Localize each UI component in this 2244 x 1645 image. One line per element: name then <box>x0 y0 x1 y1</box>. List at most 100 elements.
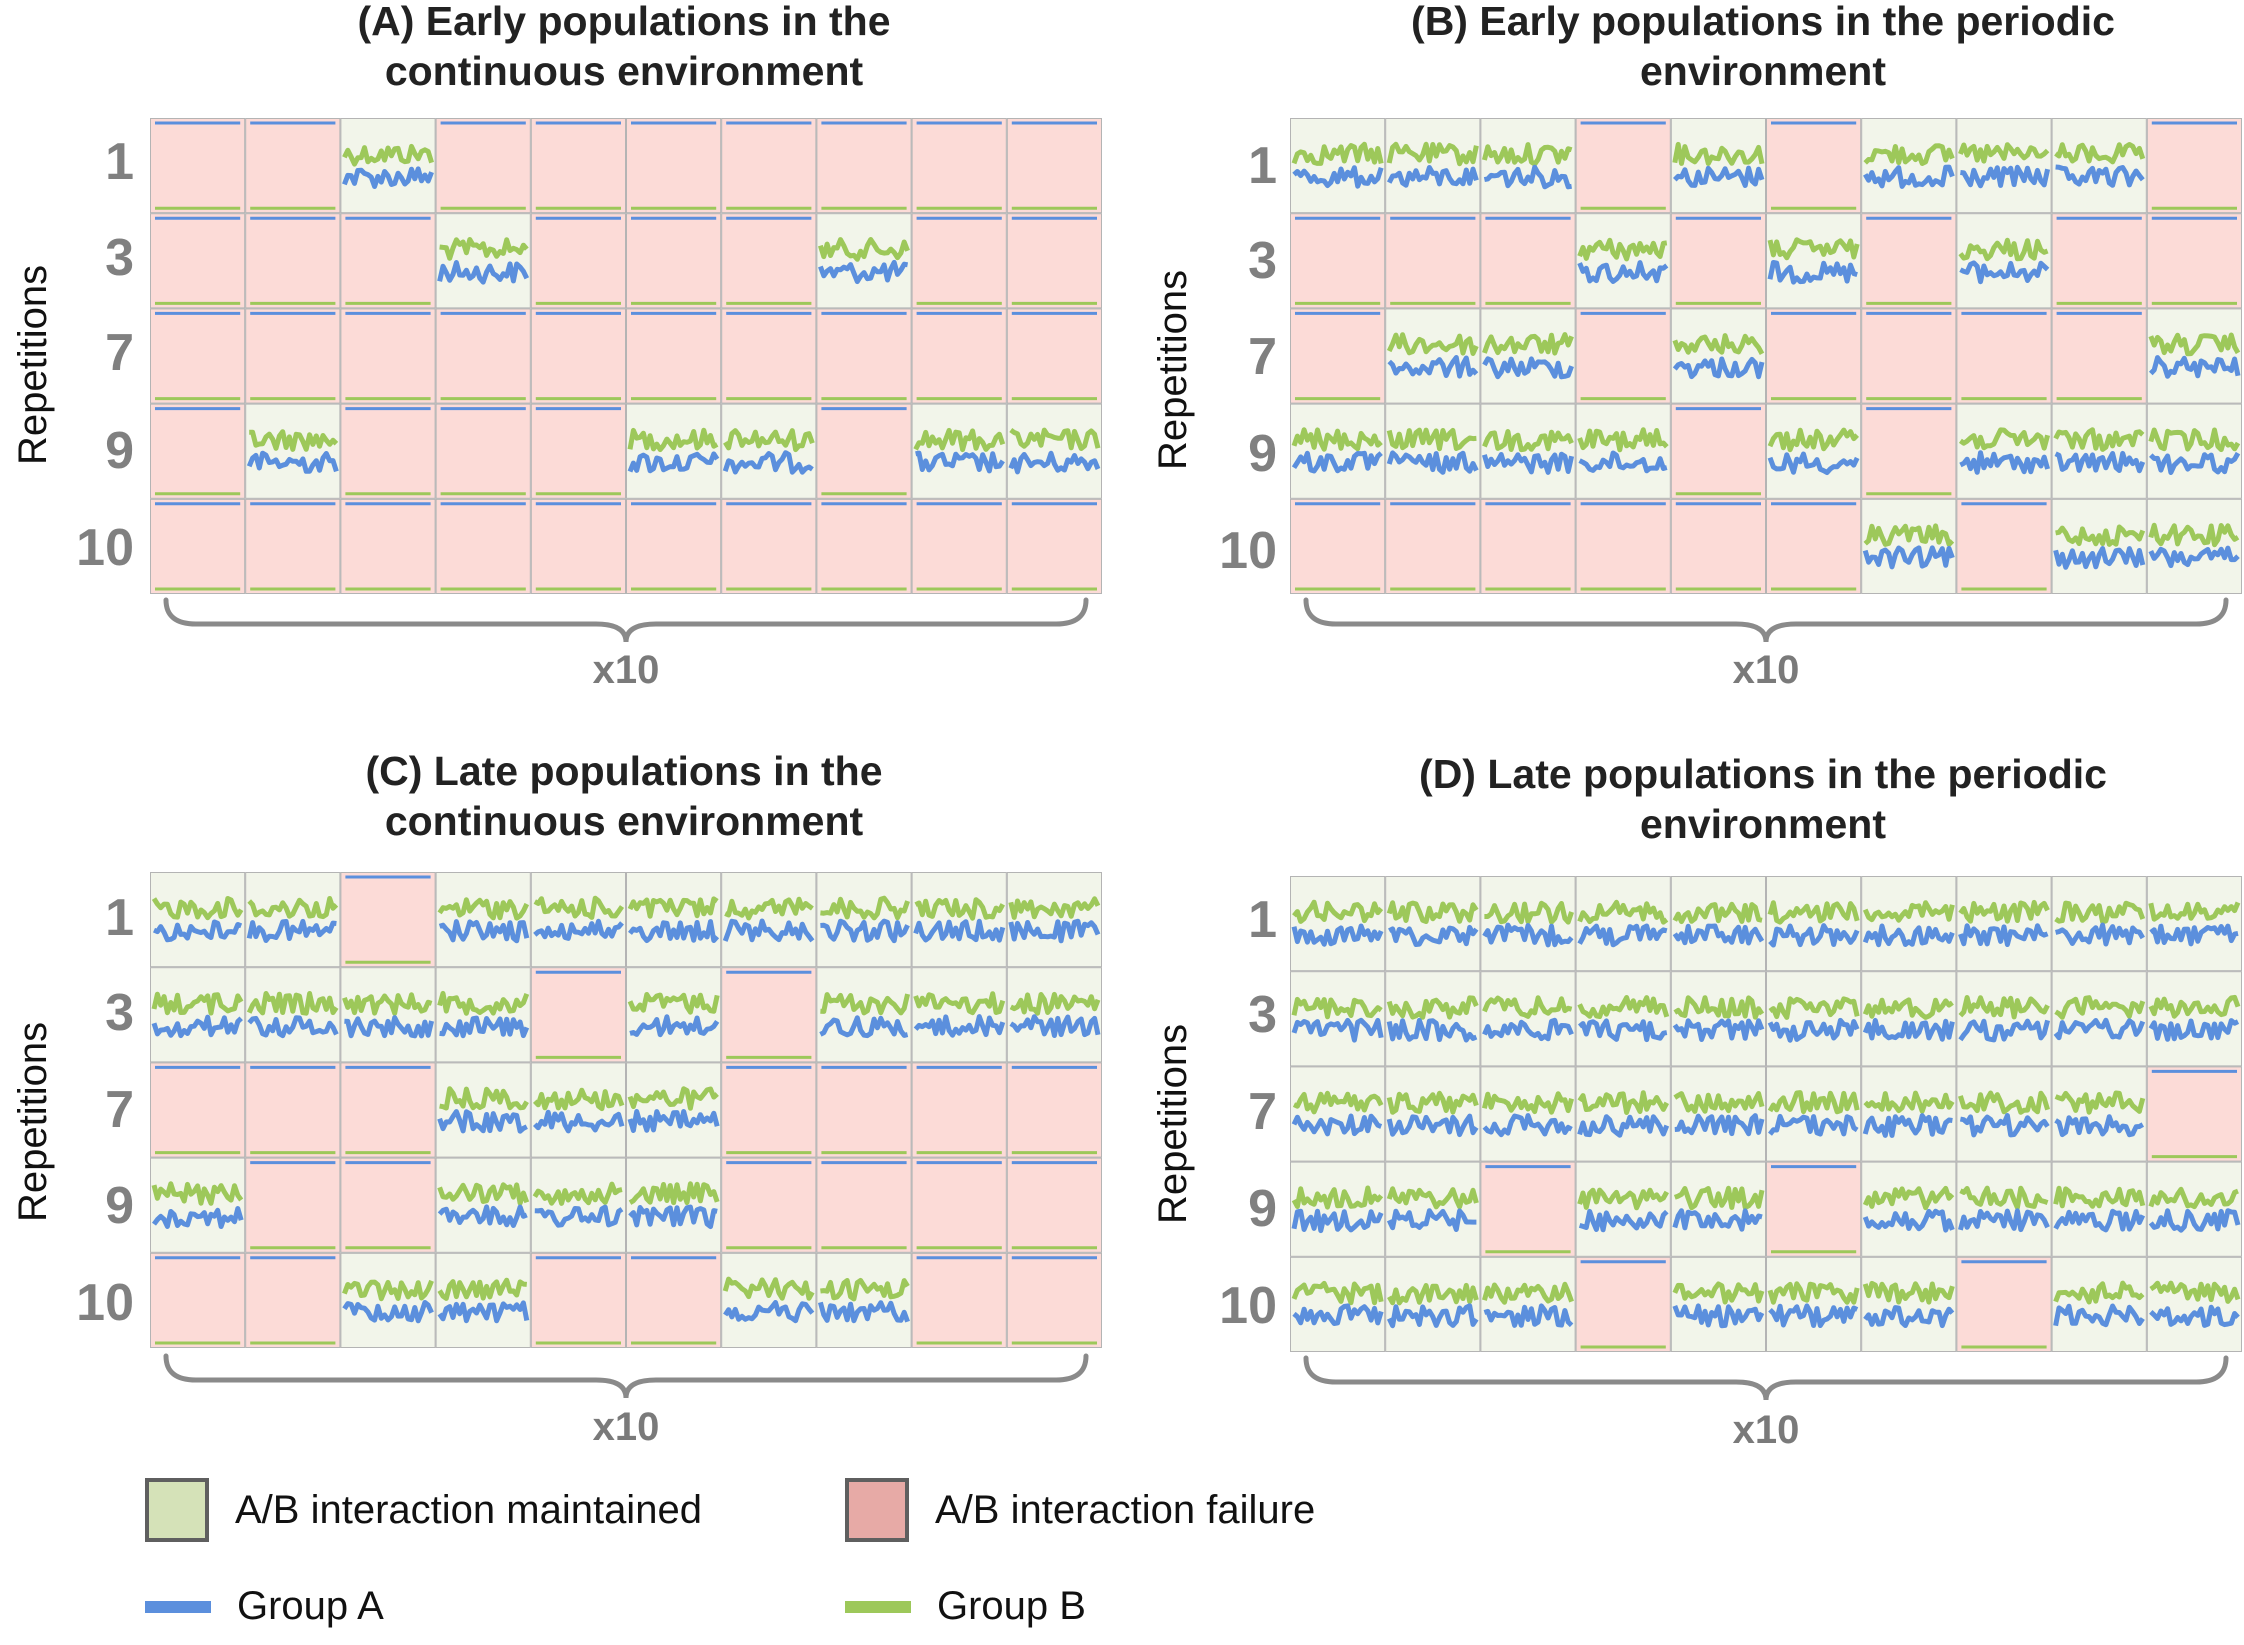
panel-d-brace <box>1303 1355 2229 1401</box>
legend-failure: A/B interaction failure <box>845 1478 1315 1542</box>
group-b-series <box>1577 899 1669 925</box>
cell-background <box>816 213 912 309</box>
cell-background <box>1575 876 1671 972</box>
group-b-series <box>627 896 719 919</box>
group-b-series <box>2054 900 2146 925</box>
cell-background <box>2146 1256 2242 1352</box>
cell-background <box>435 1157 531 1253</box>
cell-m-0-7 <box>816 872 912 968</box>
cell-m-4-5 <box>1766 1256 1862 1352</box>
cell-f-3-4 <box>530 403 626 499</box>
cell-f-0-7 <box>816 118 912 214</box>
group-a-series <box>1863 164 1955 189</box>
cell-background <box>1575 1256 1671 1352</box>
cell-m-4-4 <box>1670 1256 1766 1352</box>
cell-m-3-0 <box>1290 1161 1386 1257</box>
cell-background <box>1006 308 1102 404</box>
cell-m-2-0 <box>1290 1066 1386 1162</box>
cell-m-0-1 <box>1385 876 1481 972</box>
group-a-series <box>1673 165 1765 188</box>
cell-background <box>1290 308 1386 404</box>
legend-group-a-swatch <box>145 1600 211 1613</box>
cell-m-2-9 <box>2146 308 2242 404</box>
group-b-series <box>2053 1185 2146 1209</box>
cell-background <box>2051 498 2147 594</box>
cell-m-4-6 <box>721 1252 817 1348</box>
panel-d-row-label: 1 <box>1248 891 1277 949</box>
cell-f-4-8 <box>911 498 1007 594</box>
group-b-series <box>1386 900 1479 924</box>
cell-f-3-5 <box>1766 1161 1862 1257</box>
cell-background <box>340 118 436 214</box>
cell-f-4-1 <box>245 1252 341 1348</box>
panel-d-row-label: 7 <box>1248 1083 1277 1141</box>
group-b-series <box>2148 332 2241 357</box>
cell-background <box>816 308 912 404</box>
cell-background <box>2146 876 2242 972</box>
cell-background <box>1575 1161 1671 1257</box>
group-a-series <box>2053 1017 2146 1041</box>
cell-m-1-0 <box>1290 971 1386 1067</box>
group-b-series <box>1862 997 1954 1020</box>
group-a-series <box>2148 1208 2241 1233</box>
group-a-series <box>1578 1208 1669 1233</box>
cell-f-4-4 <box>530 1252 626 1348</box>
cell-background <box>1385 1161 1481 1257</box>
cell-f-4-1 <box>1385 498 1481 594</box>
group-b-series <box>1863 143 1955 166</box>
cell-background <box>435 213 531 309</box>
panel-b-row-label: 1 <box>1248 137 1277 195</box>
cell-f-3-2 <box>340 1157 436 1253</box>
cell-f-4-3 <box>1575 1256 1671 1352</box>
cell-f-0-9 <box>2146 118 2242 214</box>
group-a-series <box>628 919 720 944</box>
cell-m-0-7 <box>1956 118 2052 214</box>
cell-background <box>2146 213 2242 309</box>
cell-m-2-8 <box>2051 1066 2147 1162</box>
cell-background <box>911 213 1007 309</box>
cell-background <box>911 308 1007 404</box>
cell-background <box>150 308 246 404</box>
group-b-series <box>820 895 910 921</box>
group-a-series <box>1959 260 2050 285</box>
group-b-series <box>1387 1282 1479 1306</box>
legend-group-b: Group B <box>845 1584 1086 1629</box>
panel-a-row-label: 3 <box>105 229 134 287</box>
cell-background <box>1956 308 2052 404</box>
panel-b-row-label: 9 <box>1248 425 1277 483</box>
panel-c-grid <box>150 872 1102 1348</box>
cell-background <box>1766 1256 1862 1352</box>
cell-background <box>626 1252 722 1348</box>
cell-background <box>911 403 1007 499</box>
group-b-series <box>532 1181 623 1206</box>
cell-f-4-1 <box>245 498 341 594</box>
cell-m-1-2 <box>1480 971 1576 1067</box>
cell-m-3-3 <box>435 1157 531 1253</box>
group-a-series <box>1386 165 1479 188</box>
cell-background <box>1956 403 2052 499</box>
cell-m-2-3 <box>435 1062 531 1158</box>
group-b-series <box>342 143 434 167</box>
group-a-series <box>2053 546 2146 570</box>
cell-f-4-2 <box>340 498 436 594</box>
group-b-series <box>1577 995 1670 1019</box>
cell-background <box>1006 1157 1102 1253</box>
group-b-series <box>1673 995 1765 1020</box>
group-b-series <box>913 991 1006 1016</box>
legend-maintained-label: A/B interaction maintained <box>235 1487 702 1532</box>
group-b-series <box>1577 427 1669 453</box>
group-a-series <box>1578 1018 1668 1043</box>
cell-background <box>1575 403 1671 499</box>
group-a-series <box>437 1300 530 1324</box>
cell-background <box>1956 971 2052 1067</box>
cell-background <box>1006 967 1102 1063</box>
cell-background <box>245 213 341 309</box>
cell-m-2-2 <box>1480 1066 1576 1162</box>
cell-background <box>1861 118 1957 214</box>
legend-failure-label: A/B interaction failure <box>935 1487 1316 1532</box>
cell-m-1-4 <box>1670 971 1766 1067</box>
cell-background <box>816 498 912 594</box>
cell-m-1-3 <box>1575 213 1671 309</box>
cell-background <box>1480 118 1576 214</box>
cell-background <box>2051 308 2147 404</box>
